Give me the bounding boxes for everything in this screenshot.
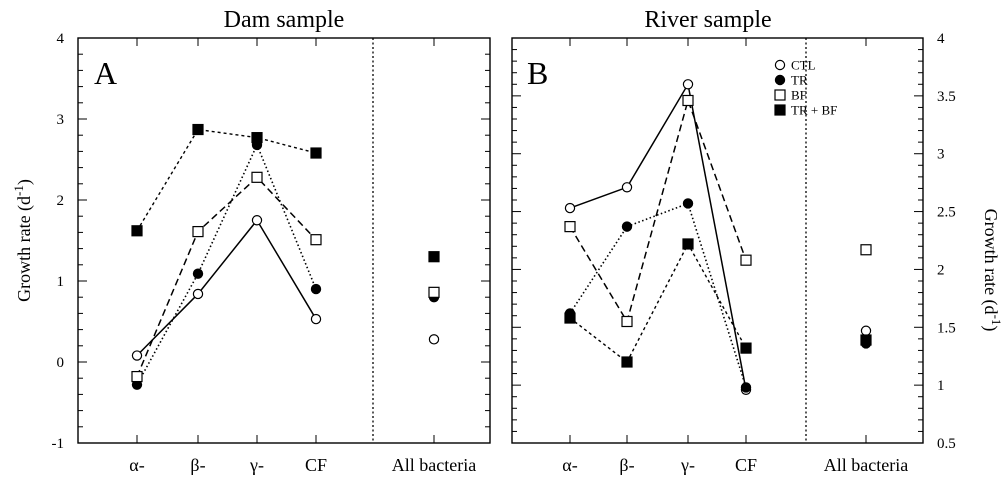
- x-category-label-all-bacteria: All bacteria: [392, 455, 476, 475]
- point-all-bacteria-tr-bf: [860, 334, 872, 346]
- dam-sample-panel: Dam sample A -1 0 1 2 3 4 α-β-γ- CF All bacteria Gr…: [11, 7, 491, 475]
- y-axis-title: Growth rate (d-1): [11, 179, 35, 302]
- y-tick-label: 3.5: [937, 89, 956, 105]
- y-axis-title-main: Growth rate (d: [14, 196, 35, 302]
- series-line-tr-bf: [569, 242, 747, 364]
- chart-title: River sample: [644, 7, 771, 33]
- point-ctl: [564, 202, 576, 214]
- point-tr-bf: [192, 123, 204, 136]
- point-bf: [564, 221, 576, 233]
- series-line-ctl: [569, 82, 747, 390]
- point-bf: [740, 254, 752, 266]
- x-category-label: γ-: [249, 455, 264, 475]
- chart-title: Dam sample: [224, 7, 345, 33]
- x-category-label: CF: [735, 455, 757, 475]
- point-tr: [310, 283, 322, 295]
- point-ctl: [310, 313, 322, 325]
- y-tick-label: 3: [57, 112, 65, 128]
- point-tr-bf: [740, 342, 752, 354]
- legend-marker-tr: [774, 74, 786, 86]
- panel-label: A: [94, 55, 117, 91]
- x-category-label: γ-: [680, 455, 695, 475]
- point-bf: [310, 234, 322, 246]
- point-tr-bf: [310, 147, 322, 159]
- point-all-bacteria-ctl: [428, 334, 440, 345]
- y-tick-label: 2: [57, 193, 65, 209]
- x-category-label-all-bacteria: All bacteria: [824, 455, 908, 475]
- point-tr-bf: [251, 132, 263, 144]
- point-tr-bf: [131, 225, 143, 237]
- x-category-label: CF: [305, 455, 327, 475]
- point-ctl: [192, 288, 204, 300]
- y-axis-title-superscript: -1: [989, 315, 1004, 326]
- point-tr-bf: [682, 238, 694, 250]
- x-category-label: α-: [129, 455, 144, 475]
- point-tr: [192, 268, 204, 279]
- point-ctl: [682, 79, 694, 90]
- river-sample-panel: River sample B 0.5 1 1.5 2 2.5 3 3.5 4 α-β-γ- CF All…: [511, 7, 1004, 475]
- legend-label-tr: TR: [791, 73, 808, 88]
- plot-frame: [511, 37, 924, 444]
- point-bf: [192, 225, 204, 238]
- y-tick-label: 0: [57, 355, 65, 371]
- y-tick-label: 2.5: [937, 205, 956, 221]
- point-all-bacteria-ctl: [860, 325, 872, 336]
- point-tr: [682, 198, 694, 209]
- y-tick-label: 1.5: [937, 320, 956, 336]
- point-tr-bf: [564, 312, 576, 324]
- point-bf: [682, 94, 694, 107]
- series-line-tr: [569, 202, 747, 388]
- plot-frame: [77, 37, 491, 444]
- y-axis-title-close: ): [980, 325, 1001, 331]
- legend-marker-ctl: [774, 59, 786, 71]
- y-axis-title: Growth rate (d-1): [980, 209, 1004, 332]
- y-tick-label: 0.5: [937, 436, 956, 452]
- legend-label-tr-bf: TR + BF: [791, 103, 837, 118]
- y-axis-title-superscript: -1: [11, 185, 26, 196]
- point-bf: [131, 370, 143, 383]
- point-all-bacteria-bf: [860, 244, 872, 256]
- point-all-bacteria-tr-bf: [428, 251, 440, 263]
- point-bf: [621, 315, 633, 328]
- legend-label-bf: BF: [791, 88, 807, 103]
- point-bf: [251, 171, 263, 183]
- point-tr: [621, 221, 633, 232]
- series-line-ctl: [136, 218, 317, 357]
- point-ctl: [251, 215, 263, 226]
- x-category-label: α-: [562, 455, 577, 475]
- point-ctl: [131, 350, 143, 361]
- point-ctl: [621, 182, 633, 193]
- series-line-tr-bf: [136, 128, 317, 232]
- series-line-bf: [569, 98, 747, 324]
- y-tick-label: 1: [57, 274, 65, 290]
- y-axis-title-main: Growth rate (d: [980, 209, 1001, 315]
- y-tick-label: 4: [937, 31, 945, 47]
- legend-marker-bf: [774, 89, 786, 101]
- legend-label-ctl: CTL: [791, 58, 816, 73]
- point-tr-bf: [621, 356, 633, 368]
- x-category-label: β-: [190, 455, 205, 475]
- legend-marker-tr-bf: [774, 104, 786, 116]
- y-tick-label: 2: [937, 262, 945, 278]
- y-tick-label: 1: [937, 378, 945, 394]
- series-line-bf: [136, 176, 317, 377]
- y-tick-label: -1: [52, 436, 65, 452]
- point-all-bacteria-bf: [428, 286, 440, 298]
- panel-label: B: [527, 55, 548, 91]
- y-tick-label: 3: [937, 147, 945, 163]
- series-line-tr: [136, 142, 317, 386]
- y-axis-title-close: ): [14, 179, 35, 185]
- x-category-label: β-: [619, 455, 634, 475]
- y-tick-label: 4: [57, 31, 65, 47]
- point-tr: [740, 382, 752, 393]
